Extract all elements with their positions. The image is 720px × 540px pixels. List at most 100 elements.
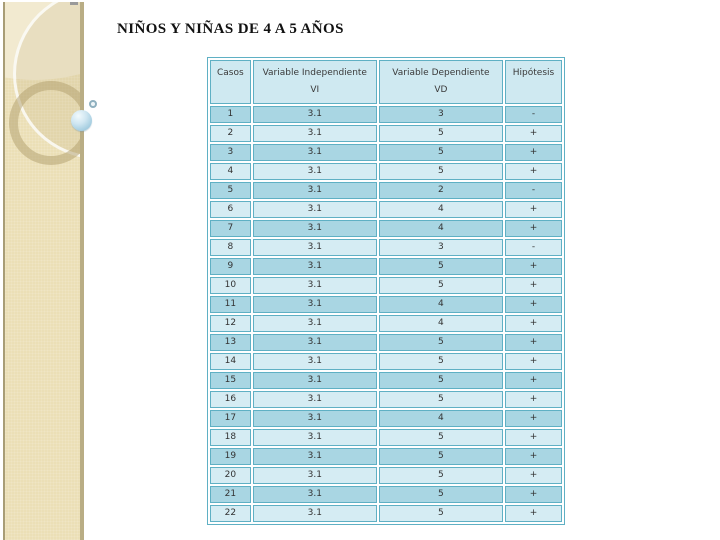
caso-cell: 13 [210,334,251,351]
vd-cell: 5 [378,334,503,351]
data-table: Casos Variable Independiente VI Variable… [207,57,565,525]
caso-cell: 21 [210,486,251,503]
hipotesis-cell: - [504,239,562,256]
blue-sphere-ornament [71,110,92,131]
table-row: 7 3.1 4 + [210,220,562,237]
hipotesis-cell: + [504,467,562,484]
table-header: Casos Variable Independiente VI Variable… [210,60,562,104]
vi-cell: 3.1 [252,429,377,446]
vi-cell: 3.1 [252,201,377,218]
col-header-casos: Casos [210,60,251,104]
caso-cell: 1 [210,106,251,123]
decorative-tan-ring [9,81,80,165]
table-row: 9 3.1 5 + [210,258,562,275]
col-header-vi-title: Variable Independiente [262,68,367,78]
hipotesis-cell: - [504,182,562,199]
caso-cell: 6 [210,201,251,218]
vi-cell: 3.1 [252,239,377,256]
vd-cell: 5 [378,125,503,142]
vi-cell: 3.1 [252,220,377,237]
hipotesis-cell: + [504,410,562,427]
table-row: 10 3.1 5 + [210,277,562,294]
vd-cell: 4 [378,220,503,237]
vi-cell: 3.1 [252,505,377,522]
hipotesis-cell: + [504,486,562,503]
vd-cell: 2 [378,182,503,199]
vi-cell: 3.1 [252,125,377,142]
hipotesis-cell: + [504,201,562,218]
hipotesis-cell: + [504,315,562,332]
vi-cell: 3.1 [252,486,377,503]
col-header-hipotesis-label: Hipótesis [512,68,555,78]
vi-cell: 3.1 [252,391,377,408]
small-ring-ornament [89,100,97,108]
table-row: 17 3.1 4 + [210,410,562,427]
hipotesis-cell: + [504,353,562,370]
table-row: 22 3.1 5 + [210,505,562,522]
hipotesis-cell: + [504,163,562,180]
caso-cell: 10 [210,277,251,294]
table-row: 4 3.1 5 + [210,163,562,180]
table-row: 12 3.1 4 + [210,315,562,332]
table-row: 13 3.1 5 + [210,334,562,351]
decorative-top-notch [70,2,78,5]
vi-cell: 3.1 [252,144,377,161]
table-row: 8 3.1 3 - [210,239,562,256]
caso-cell: 16 [210,391,251,408]
col-header-casos-label: Casos [217,68,244,78]
vd-cell: 5 [378,429,503,446]
vi-cell: 3.1 [252,353,377,370]
vi-cell: 3.1 [252,467,377,484]
vi-cell: 3.1 [252,277,377,294]
page-title: NIÑOS Y NIÑAS DE 4 A 5 AÑOS [117,21,344,37]
hipotesis-cell: + [504,277,562,294]
vd-cell: 5 [378,258,503,275]
vd-cell: 3 [378,106,503,123]
vi-cell: 3.1 [252,315,377,332]
sidebar-decoration [3,2,84,540]
table-row: 2 3.1 5 + [210,125,562,142]
table-body: 1 3.1 3 - 2 3.1 5 + 3 3.1 5 + 4 3.1 5 + … [210,106,562,522]
col-header-hipotesis: Hipótesis [504,60,562,104]
vd-cell: 5 [378,391,503,408]
hipotesis-cell: + [504,391,562,408]
caso-cell: 3 [210,144,251,161]
vi-cell: 3.1 [252,106,377,123]
caso-cell: 5 [210,182,251,199]
vi-cell: 3.1 [252,258,377,275]
caso-cell: 4 [210,163,251,180]
col-header-vi-sub: VI [310,85,320,95]
vd-cell: 4 [378,296,503,313]
hipotesis-cell: + [504,296,562,313]
table-row: 16 3.1 5 + [210,391,562,408]
caso-cell: 14 [210,353,251,370]
vd-cell: 3 [378,239,503,256]
hipotesis-cell: + [504,429,562,446]
caso-cell: 20 [210,467,251,484]
caso-cell: 11 [210,296,251,313]
hipotesis-cell: + [504,505,562,522]
table-row: 20 3.1 5 + [210,467,562,484]
caso-cell: 15 [210,372,251,389]
caso-cell: 7 [210,220,251,237]
vd-cell: 5 [378,144,503,161]
table-row: 6 3.1 4 + [210,201,562,218]
vd-cell: 5 [378,448,503,465]
caso-cell: 18 [210,429,251,446]
hipotesis-cell: + [504,372,562,389]
vd-cell: 5 [378,277,503,294]
vd-cell: 4 [378,410,503,427]
vi-cell: 3.1 [252,334,377,351]
table-row: 18 3.1 5 + [210,429,562,446]
vi-cell: 3.1 [252,296,377,313]
vd-cell: 5 [378,163,503,180]
vd-cell: 5 [378,505,503,522]
caso-cell: 9 [210,258,251,275]
caso-cell: 19 [210,448,251,465]
table-row: 5 3.1 2 - [210,182,562,199]
table-row: 15 3.1 5 + [210,372,562,389]
vd-cell: 5 [378,486,503,503]
hipotesis-cell: + [504,220,562,237]
vi-cell: 3.1 [252,410,377,427]
